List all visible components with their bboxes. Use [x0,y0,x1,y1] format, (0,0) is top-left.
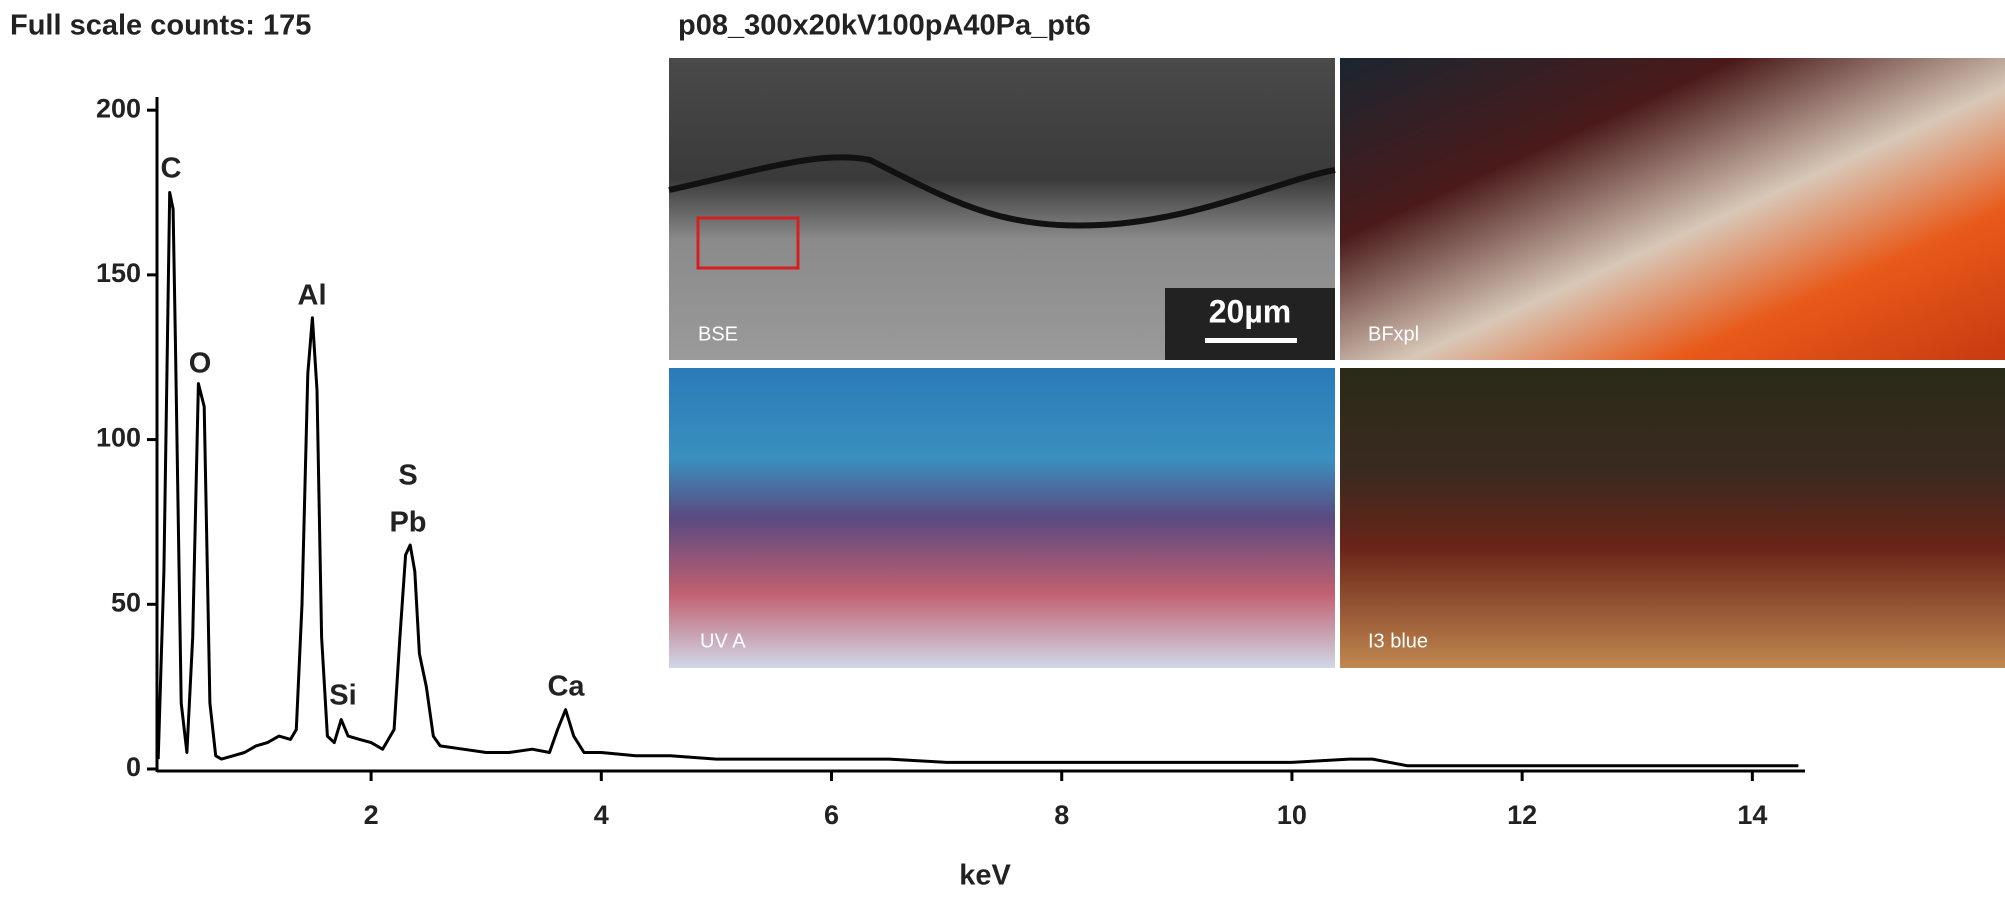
x-tick-label: 14 [1737,800,1767,830]
y-tick-label: 50 [111,587,141,617]
x-tick-label: 2 [364,800,379,830]
x-tick-label: 8 [1054,800,1069,830]
chart-title: p08_300x20kV100pA40Pa_pt6 [678,10,1091,42]
y-tick-label: 150 [96,258,141,288]
peak-label: Pb [389,507,426,539]
panel-label: UV A [700,630,746,652]
y-tick-label: 200 [96,93,141,123]
panel-label: BSE [698,323,738,345]
x-tick-label: 6 [824,800,839,830]
x-tick-label: 10 [1277,800,1307,830]
x-tick-label: 4 [594,800,609,830]
bfxpl-image [1340,58,2005,360]
peak-label: C [161,153,182,185]
panel-label: I3 blue [1368,630,1428,652]
x-tick-label: 12 [1507,800,1537,830]
scale-bar [1205,338,1297,343]
peak-label: Si [329,680,356,712]
uva-image [669,368,1335,668]
y-tick-label: 0 [126,752,141,782]
x-axis-label: keV [959,860,1011,892]
peak-label: Al [298,280,327,312]
peak-label: O [189,348,212,380]
spectrum-line [156,191,1799,768]
panel-label: BFxpl [1368,323,1419,345]
i3-blue-image [1340,368,2005,668]
crack [668,154,1336,229]
peak-label: Ca [547,671,585,703]
scale-bar-box [1165,288,1335,360]
selection-box [696,216,800,270]
y-tick-label: 100 [96,423,141,453]
peak-label: S [398,460,417,492]
subtitle: Full scale counts: 175 [10,10,311,42]
scale-bar-label: 20µm [1209,293,1291,329]
